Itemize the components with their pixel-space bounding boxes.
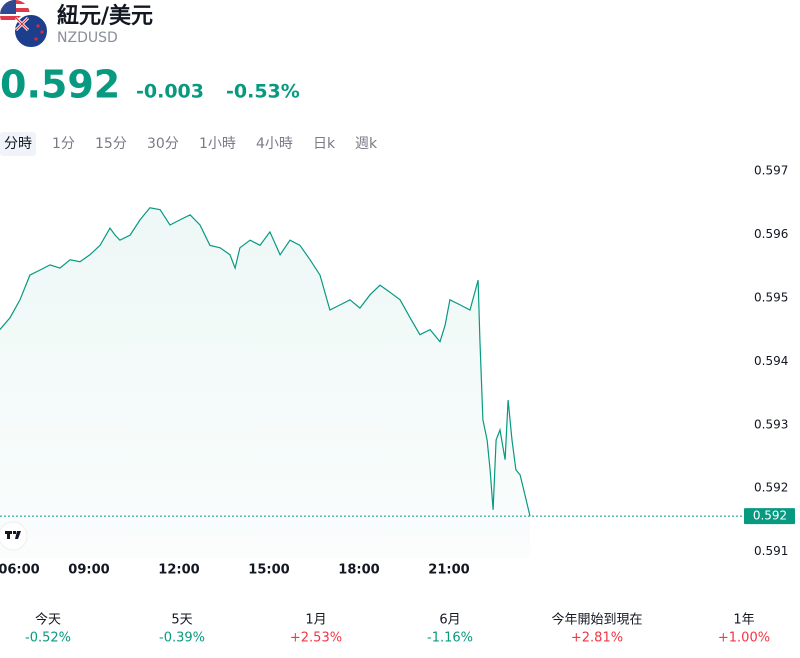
y-tick-label: 0.592 xyxy=(754,481,788,495)
period-change: -1.16% xyxy=(427,631,473,646)
x-tick-label: 21:00 xyxy=(428,563,469,578)
timeframe-tab[interactable]: 日k xyxy=(313,136,336,152)
period-label[interactable]: 今天 xyxy=(35,612,61,628)
last-price-label: 0.592 xyxy=(753,509,787,523)
period-label[interactable]: 1月 xyxy=(305,613,326,628)
period-change: -0.52% xyxy=(25,631,71,646)
price-change: -0.003 xyxy=(136,81,204,103)
y-tick-label: 0.591 xyxy=(754,544,788,558)
timeframe-tab[interactable]: 週k xyxy=(355,136,378,152)
y-tick-label: 0.595 xyxy=(754,290,788,304)
y-tick-label: 0.593 xyxy=(754,417,788,431)
y-tick-label: 0.597 xyxy=(754,164,788,178)
timeframe-tab[interactable]: 1小時 xyxy=(199,136,236,152)
period-change: -0.39% xyxy=(159,631,205,646)
instrument-title: 紐元/美元 xyxy=(57,3,153,29)
period-label[interactable]: 今年開始到現在 xyxy=(551,612,642,628)
y-tick-label: 0.594 xyxy=(754,354,788,368)
x-tick-label: 18:00 xyxy=(338,563,379,578)
x-tick-label: 09:00 xyxy=(68,563,109,578)
price-line xyxy=(0,207,531,517)
instrument-symbol: NZDUSD xyxy=(57,30,118,46)
area xyxy=(0,207,530,558)
timeframe-tab[interactable]: 分時 xyxy=(4,136,32,152)
last-price-tag xyxy=(744,508,795,525)
y-tick-label: 0.596 xyxy=(754,227,788,241)
x-tick-label: 15:00 xyxy=(248,563,289,578)
price: 0.592 xyxy=(0,63,120,107)
period-change: +1.00% xyxy=(718,631,770,646)
timeframe-tab[interactable]: 15分 xyxy=(95,136,127,152)
period-label[interactable]: 6月 xyxy=(439,613,460,628)
timeframe-tab[interactable]: 4小時 xyxy=(256,136,293,152)
price-change-percent: -0.53% xyxy=(226,81,300,103)
period-change: +2.53% xyxy=(290,631,342,646)
tabs: 分時 1分 15分 30分 1小時 4小時 日k 週k xyxy=(4,136,378,152)
chart: 0.597 0.596 0.595 0.594 0.593 0.592 0.591 06:00… xyxy=(0,164,795,578)
period-label[interactable]: 1年 xyxy=(733,613,754,628)
x-tick-label: 06:00 xyxy=(0,563,40,578)
flag-icons xyxy=(0,0,49,49)
timeframe-tab[interactable]: 1分 xyxy=(52,136,75,152)
timeframe-tab[interactable]: 30分 xyxy=(147,136,179,152)
x-tick-label: 12:00 xyxy=(158,563,199,578)
period-change: +2.81% xyxy=(571,631,623,646)
performance: 今天 -0.52% 5天 -0.39% 1月 +2.53% 6月 -1.16% 今年開始到現在 +… xyxy=(25,612,770,646)
period-label[interactable]: 5天 xyxy=(171,613,192,628)
selected-tab-bg xyxy=(0,132,36,156)
tv-logo xyxy=(0,521,28,551)
